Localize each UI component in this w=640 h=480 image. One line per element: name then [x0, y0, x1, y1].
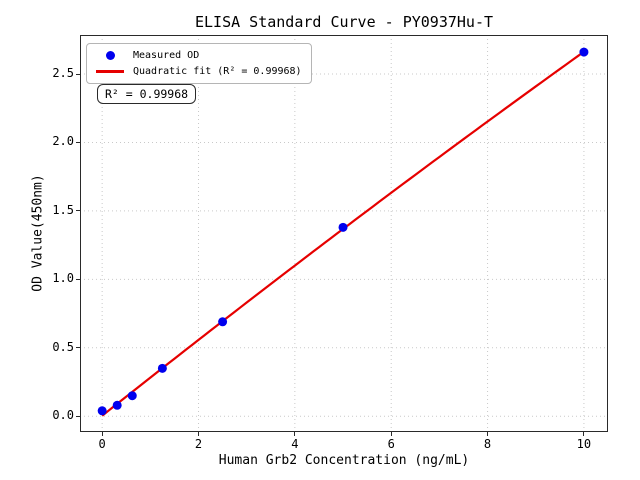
- data-point: [97, 406, 107, 416]
- y-tick-mark: [76, 347, 80, 349]
- y-tick-label: 1.5: [52, 202, 74, 217]
- x-tick-label: 8: [483, 437, 492, 451]
- x-tick-label: 10: [576, 437, 592, 451]
- legend-item-quadratic-fit: Quadratic fit (R² = 0.99968): [95, 66, 302, 77]
- legend: Measured OD Quadratic fit (R² = 0.99968): [86, 43, 312, 84]
- x-tick-label: 6: [387, 437, 395, 451]
- legend-label-quadratic-fit: Quadratic fit (R² = 0.99968): [133, 66, 302, 77]
- x-tick-label: 0: [98, 437, 106, 451]
- x-tick-mark: [583, 432, 585, 436]
- y-tick-label: 2.5: [52, 66, 74, 80]
- plot-area: Measured OD Quadratic fit (R² = 0.99968)…: [80, 35, 608, 432]
- x-axis-label: Human Grb2 Concentration (ng/mL): [218, 453, 470, 468]
- x-tick-mark: [101, 432, 103, 436]
- legend-swatch: [95, 51, 125, 60]
- data-point: [218, 317, 228, 327]
- scatter-dot-marker-icon: [105, 51, 115, 60]
- y-tick-mark: [76, 73, 80, 75]
- x-tick-mark: [198, 432, 199, 436]
- y-tick-label: 0.0: [52, 408, 74, 423]
- x-tick-mark: [390, 432, 392, 436]
- y-tick-label: 2.0: [52, 134, 74, 149]
- y-tick-label: 1.0: [52, 271, 74, 286]
- y-tick-mark: [76, 278, 80, 280]
- data-point: [112, 400, 122, 410]
- legend-label-measured-od: Measured OD: [133, 50, 200, 61]
- legend-swatch: [95, 70, 125, 73]
- x-tick-label: 4: [291, 437, 299, 451]
- data-point: [157, 363, 167, 373]
- data-point: [579, 47, 589, 57]
- data-point: [127, 391, 137, 401]
- y-tick-label: 0.5: [52, 339, 74, 354]
- fit-line-marker-icon: [96, 70, 124, 73]
- legend-item-measured-od: Measured OD: [95, 50, 302, 61]
- y-tick-mark: [76, 415, 80, 417]
- chart-title: ELISA Standard Curve - PY0937Hu-T: [194, 13, 493, 31]
- quadratic-fit-line: [101, 50, 585, 417]
- x-tick-label: 2: [194, 437, 203, 451]
- y-tick-mark: [76, 210, 80, 212]
- plot-frame: [80, 35, 608, 432]
- y-tick-mark: [76, 141, 80, 143]
- x-tick-mark: [487, 432, 489, 436]
- x-tick-mark: [294, 432, 296, 436]
- data-point: [338, 222, 348, 232]
- r-squared-annotation: R² = 0.99968: [97, 84, 197, 104]
